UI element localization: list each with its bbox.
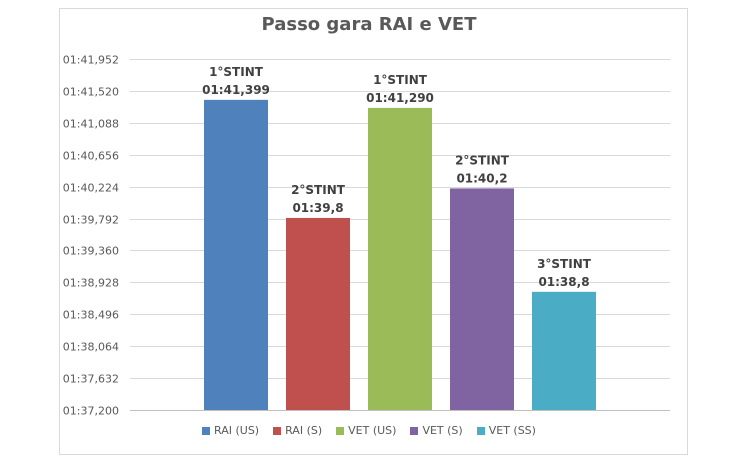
legend-label: VET (S) (422, 424, 463, 437)
data-label-stint: 2°STINT (291, 183, 346, 197)
data-label-value: 01:38,8 (538, 275, 589, 289)
legend-swatch (410, 426, 419, 435)
bar-vet-s (450, 188, 514, 410)
y-tick-label: 01:38,928 (63, 277, 119, 290)
data-label-stint: 2°STINT (455, 153, 510, 167)
legend-item: VET (US) (336, 424, 396, 437)
bar-vet-us (368, 107, 432, 410)
bar-vet-ss (532, 291, 596, 410)
y-tick-label: 01:38,496 (63, 309, 119, 322)
y-tick-label: 01:37,632 (63, 373, 119, 386)
y-tick-label: 01:41,088 (63, 118, 119, 131)
legend-swatch (273, 426, 282, 435)
legend-swatch (336, 426, 345, 435)
y-tick-label: 01:38,064 (63, 341, 119, 354)
bar-rai-us (204, 99, 268, 410)
data-label-stint: 1°STINT (373, 73, 428, 87)
legend-swatch (202, 426, 211, 435)
legend-item: RAI (US) (202, 424, 259, 437)
y-tick-label: 01:41,952 (63, 54, 119, 67)
legend-swatch (476, 426, 485, 435)
data-label-value: 01:41,290 (366, 91, 434, 105)
y-tick-label: 01:37,200 (63, 405, 119, 418)
data-label-value: 01:39,8 (292, 201, 343, 215)
legend-label: VET (SS) (488, 424, 536, 437)
data-label-stint: 3°STINT (537, 257, 592, 271)
legend: RAI (US) RAI (S) VET (US) VET (S) VET (SS) (0, 424, 738, 437)
y-tick-label: 01:40,656 (63, 150, 119, 163)
y-tick-label: 01:39,792 (63, 214, 119, 227)
chart-title: Passo gara RAI e VET (261, 14, 477, 35)
y-tick-label: 01:39,360 (63, 245, 119, 258)
data-label-value: 01:41,399 (202, 83, 270, 97)
data-label-value: 01:40,2 (456, 171, 507, 185)
bar-rai-s (286, 217, 350, 410)
y-tick-label: 01:41,520 (63, 86, 119, 99)
legend-item: VET (S) (410, 424, 463, 437)
legend-label: RAI (US) (214, 424, 260, 437)
legend-item: RAI (S) (273, 424, 322, 437)
legend-label: VET (US) (348, 424, 397, 437)
chart-frame (59, 8, 688, 455)
legend-item: VET (SS) (476, 424, 536, 437)
data-label-stint: 1°STINT (209, 65, 264, 79)
legend-label: RAI (S) (285, 424, 323, 437)
y-tick-label: 01:40,224 (63, 182, 119, 195)
